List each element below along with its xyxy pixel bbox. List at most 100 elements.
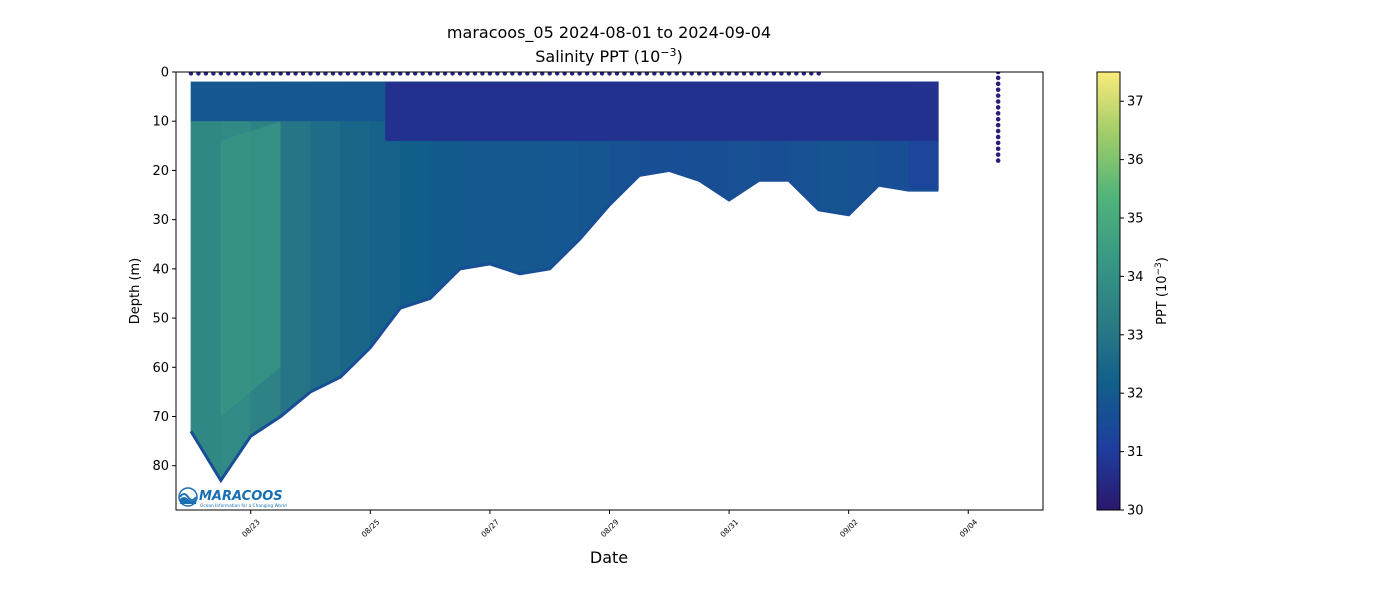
colorbar-tick-label: 36 xyxy=(1127,153,1144,168)
surface-sample-point xyxy=(749,72,754,76)
surface-sample-point xyxy=(278,72,283,76)
chart-title-line2: Salinity PPT (10−3) xyxy=(535,46,683,66)
surface-sample-point xyxy=(487,72,493,76)
x-tick-label: 08/25 xyxy=(360,517,382,539)
wave-logo-icon-curve xyxy=(179,493,197,501)
surface-sample-point xyxy=(652,72,657,76)
colorbar: 30 31 32 33 34 35 36 37 PPT (10−3) xyxy=(1096,71,1170,519)
surface-sample-point xyxy=(226,72,231,76)
surface-sample-point xyxy=(323,72,328,76)
surface-sample-point xyxy=(809,72,814,76)
surface-sample-point xyxy=(696,72,702,76)
surface-sample-point xyxy=(599,72,605,76)
isolated-profile-point xyxy=(995,134,1001,140)
surface-sample-point xyxy=(248,72,253,76)
surface-layer xyxy=(385,81,939,141)
surface-sample-point xyxy=(540,72,545,76)
profile-column xyxy=(340,81,371,378)
y-tick-label: 20 xyxy=(152,164,169,179)
surface-sample-point xyxy=(300,72,306,76)
isolated-profile-point xyxy=(995,152,1001,157)
surface-sample-point xyxy=(412,72,418,76)
x-tick-label: 09/02 xyxy=(838,517,860,539)
profile-column xyxy=(310,81,341,393)
isolated-profile-point xyxy=(995,87,1001,93)
surface-sample-point xyxy=(196,72,201,76)
y-axis-label: Depth (m) xyxy=(128,258,143,325)
surface-sample-point xyxy=(637,72,642,76)
wave-logo-icon-fill xyxy=(180,497,196,504)
surface-sample-point xyxy=(622,72,627,76)
surface-sample-point xyxy=(405,72,410,76)
y-axis: 0 10 20 30 40 50 60 70 80 xyxy=(152,66,176,474)
surface-sample-point xyxy=(719,72,724,76)
isolated-profile-point xyxy=(995,146,1001,152)
surface-sample-point xyxy=(704,72,709,76)
x-tick-label: 08/27 xyxy=(479,517,501,539)
surface-sample-point xyxy=(756,72,762,76)
x-axis-label: Date xyxy=(590,548,628,567)
isolated-profile-point xyxy=(995,158,1001,163)
surface-sample-point xyxy=(532,72,537,76)
isolated-profile-point xyxy=(995,72,1001,75)
isolated-profile-point xyxy=(995,75,1001,81)
colorbar-tick-label: 30 xyxy=(1127,504,1144,519)
surface-sample-point xyxy=(629,72,635,76)
surface-sample-point xyxy=(786,72,792,76)
surface-sample-point xyxy=(525,72,530,76)
colorbar-tick-label: 31 xyxy=(1127,445,1144,460)
surface-sample-point xyxy=(794,72,799,76)
logo-text: MARACOOS xyxy=(199,489,283,504)
chart-title-line1: maracoos_05 2024-08-01 to 2024-09-04 xyxy=(447,23,771,43)
surface-layer xyxy=(190,81,386,122)
y-tick-label: 40 xyxy=(152,262,169,277)
surface-sample-point xyxy=(256,72,261,76)
x-axis: 08/23 08/25 08/27 08/29 08/31 09/02 09/04 xyxy=(240,510,979,539)
surface-sample-point xyxy=(353,72,358,76)
surface-sample-point xyxy=(607,72,612,76)
isolated-profile-point xyxy=(995,93,1001,98)
surface-sample-point xyxy=(472,72,478,76)
surface-sample-point xyxy=(779,72,784,76)
surface-sample-point xyxy=(502,72,508,76)
surface-sample-point xyxy=(584,72,590,76)
y-tick-label: 30 xyxy=(152,213,169,228)
isolated-profile-point xyxy=(995,81,1001,87)
y-tick-label: 10 xyxy=(152,115,169,130)
colorbar-gradient xyxy=(1096,71,1121,511)
surface-sample-point xyxy=(398,72,403,76)
surface-sample-point xyxy=(480,72,485,76)
surface-sample-point xyxy=(510,72,515,76)
surface-sample-point xyxy=(188,72,194,76)
colorbar-tick-label: 37 xyxy=(1127,95,1144,110)
surface-sample-point xyxy=(644,72,650,76)
isolated-profile-point xyxy=(995,116,1001,122)
surface-sample-point xyxy=(285,72,291,76)
surface-sample-point xyxy=(315,72,321,76)
surface-sample-point xyxy=(741,72,747,76)
surface-sample-point xyxy=(211,72,216,76)
surface-sample-point xyxy=(233,72,238,76)
surface-sample-point xyxy=(218,72,224,76)
colorbar-tick-label: 32 xyxy=(1127,387,1144,402)
surface-sample-point xyxy=(569,72,575,76)
profile-envelope-edge xyxy=(189,168,939,484)
y-tick-label: 0 xyxy=(161,66,169,81)
y-tick-label: 50 xyxy=(152,312,169,327)
y-tick-label: 60 xyxy=(152,361,169,376)
isolated-profile-point xyxy=(995,122,1001,128)
surface-sample-point xyxy=(345,72,351,76)
plot-area xyxy=(188,72,1001,484)
surface-sample-point xyxy=(450,72,455,76)
logo-tagline: Ocean Information for a Changing World xyxy=(200,503,287,509)
colorbar-tick-label: 34 xyxy=(1127,270,1144,285)
surface-sample-point xyxy=(764,72,769,76)
surface-sample-point xyxy=(674,72,679,76)
surface-sample-point xyxy=(442,72,448,76)
high-salinity-core xyxy=(220,121,281,417)
surface-sample-point xyxy=(689,72,694,76)
surface-sample-point xyxy=(375,72,381,76)
surface-sample-point xyxy=(203,72,209,76)
isolated-profile-point xyxy=(995,140,1001,146)
